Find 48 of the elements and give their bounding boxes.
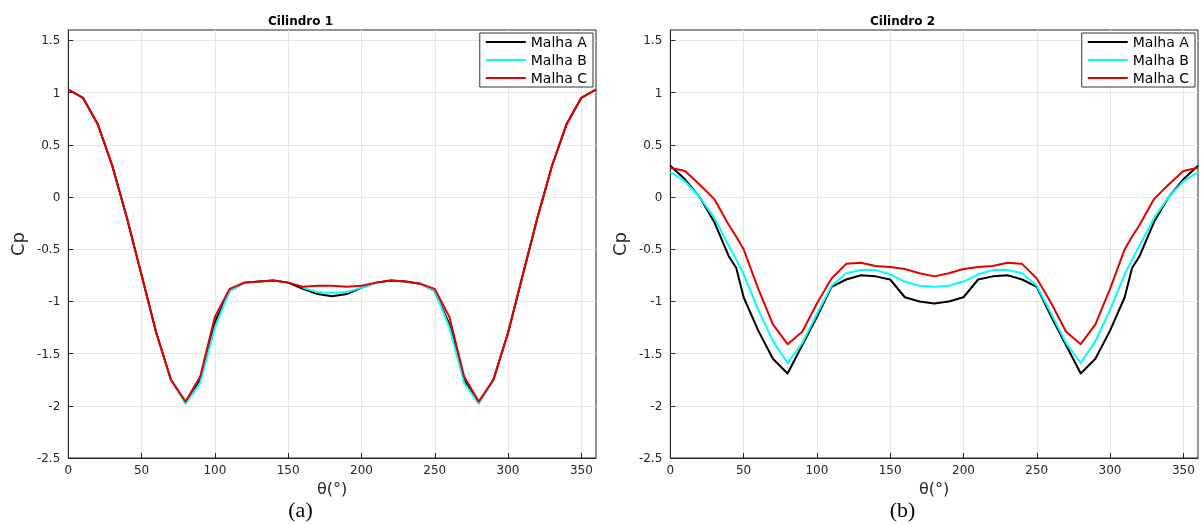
y-tick-label: 1.5	[643, 33, 663, 48]
chart-title: Cilindro 2	[870, 14, 935, 28]
text: (a)	[288, 496, 313, 522]
y-tick-label: 1.5	[41, 33, 61, 48]
y-tick-label: 0.5	[41, 137, 61, 152]
x-tick-label: 300	[496, 463, 520, 477]
y-tick-label: -1.5	[36, 346, 61, 361]
legend-label: Malha C	[530, 70, 588, 86]
legend-label: Malha A	[1132, 34, 1190, 50]
y-tick-label: 0	[654, 190, 663, 205]
y-tick-label: 0	[52, 190, 61, 205]
y-tick-label: -2.5	[638, 451, 663, 465]
legend-label: Malha C	[1132, 70, 1190, 86]
y-tick-label: -1	[48, 294, 61, 309]
x-tick-label: 150	[276, 463, 300, 477]
y-axis-title: Cp	[608, 232, 630, 256]
y-tick-label: -2	[650, 398, 663, 413]
x-tick-label: 150	[878, 463, 902, 477]
x-tick-label: 0	[64, 463, 73, 477]
x-tick-label: 50	[735, 463, 752, 477]
y-tick-label: -0.5	[36, 242, 61, 257]
x-tick-label: 300	[1098, 463, 1122, 477]
y-tick-label: 0.5	[643, 137, 663, 152]
x-axis-title: θ(°)	[919, 479, 950, 499]
y-tick-label: -2	[48, 398, 61, 413]
x-axis-title: θ(°)	[317, 479, 348, 499]
x-tick-label: 50	[133, 463, 150, 477]
legend-label: Malha B	[1132, 52, 1189, 68]
y-tick-label: -1	[650, 294, 663, 309]
x-tick-label: 350	[569, 463, 593, 477]
text: (b)	[889, 496, 916, 522]
x-tick-label: 0	[666, 463, 675, 477]
x-tick-label: 100	[805, 463, 829, 477]
legend-label: Malha B	[530, 52, 587, 68]
y-axis-title: Cp	[6, 232, 28, 256]
x-tick-label: 250	[1025, 463, 1049, 477]
x-tick-label: 200	[952, 463, 975, 477]
y-tick-label: -0.5	[638, 242, 663, 257]
legend-label: Malha A	[530, 34, 588, 50]
chart-title: Cilindro 1	[268, 14, 333, 28]
x-tick-label: 350	[1171, 463, 1195, 477]
y-tick-label: -2.5	[36, 451, 61, 465]
x-tick-label: 100	[203, 463, 227, 477]
x-tick-label: 250	[423, 463, 447, 477]
x-tick-label: 200	[350, 463, 373, 477]
y-tick-label: 1	[52, 85, 61, 100]
y-tick-label: 1	[654, 85, 663, 100]
y-tick-label: -1.5	[638, 346, 663, 361]
